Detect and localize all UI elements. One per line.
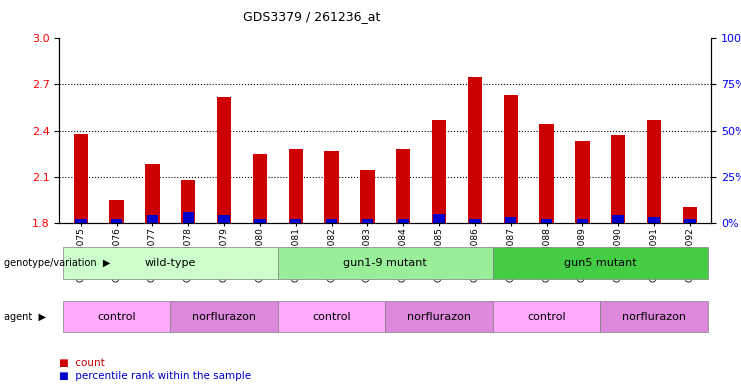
Bar [433, 214, 445, 223]
Bar [575, 141, 590, 223]
Bar [362, 219, 373, 223]
Bar [504, 95, 518, 223]
Bar [145, 164, 159, 223]
Text: wild-type: wild-type [144, 258, 196, 268]
Text: gun1-9 mutant: gun1-9 mutant [343, 258, 428, 268]
Bar [181, 180, 196, 223]
Text: ■  count: ■ count [59, 358, 105, 368]
FancyBboxPatch shape [493, 301, 600, 332]
Bar [468, 77, 482, 223]
Text: genotype/variation  ▶: genotype/variation ▶ [4, 258, 110, 268]
FancyBboxPatch shape [63, 301, 170, 332]
Text: control: control [312, 312, 351, 322]
Bar [182, 212, 194, 223]
FancyBboxPatch shape [278, 301, 385, 332]
Bar [432, 120, 446, 223]
Bar [219, 215, 230, 223]
Text: norflurazon: norflurazon [407, 312, 471, 322]
Bar [147, 215, 158, 223]
Bar [505, 217, 516, 223]
Bar [75, 219, 87, 223]
Bar [290, 219, 302, 223]
Bar [539, 124, 554, 223]
Bar [360, 170, 374, 223]
Text: agent  ▶: agent ▶ [4, 312, 46, 322]
Bar [682, 207, 697, 223]
Bar [396, 149, 411, 223]
Bar [111, 219, 122, 223]
Text: ■  percentile rank within the sample: ■ percentile rank within the sample [59, 371, 251, 381]
Text: norflurazon: norflurazon [192, 312, 256, 322]
Bar [469, 219, 481, 223]
Bar [217, 97, 231, 223]
Bar [326, 219, 337, 223]
Bar [613, 215, 624, 223]
Bar [288, 149, 303, 223]
FancyBboxPatch shape [600, 301, 708, 332]
Bar [253, 154, 267, 223]
FancyBboxPatch shape [385, 301, 493, 332]
Bar [576, 219, 588, 223]
FancyBboxPatch shape [493, 248, 708, 279]
Bar [647, 120, 661, 223]
Bar [611, 135, 625, 223]
Text: gun5 mutant: gun5 mutant [564, 258, 637, 268]
FancyBboxPatch shape [278, 248, 493, 279]
Text: control: control [528, 312, 566, 322]
Bar [73, 134, 88, 223]
Text: norflurazon: norflurazon [622, 312, 686, 322]
Bar [110, 200, 124, 223]
Bar [254, 219, 266, 223]
Bar [684, 219, 696, 223]
Bar [541, 219, 552, 223]
Text: GDS3379 / 261236_at: GDS3379 / 261236_at [242, 10, 380, 23]
Bar [648, 217, 659, 223]
FancyBboxPatch shape [63, 248, 278, 279]
Bar [325, 151, 339, 223]
FancyBboxPatch shape [170, 301, 278, 332]
Bar [397, 219, 409, 223]
Text: control: control [97, 312, 136, 322]
